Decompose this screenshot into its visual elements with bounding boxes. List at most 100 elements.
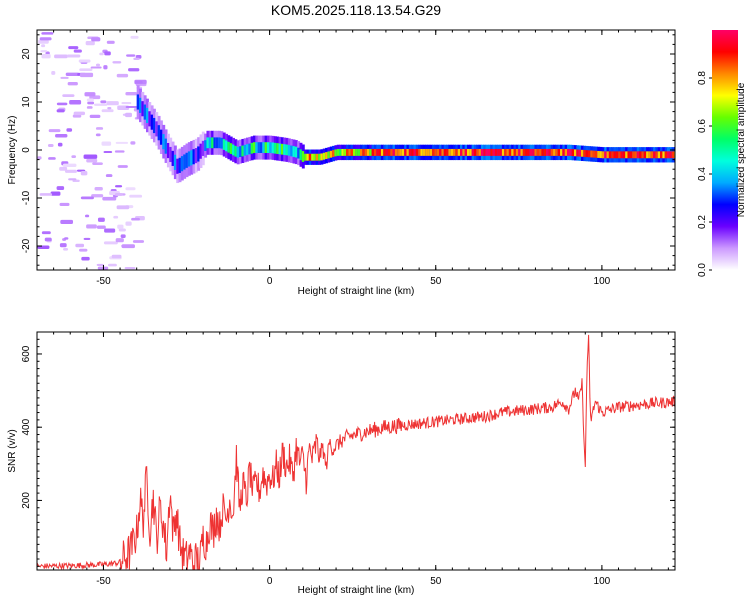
ridge-core bbox=[199, 143, 203, 159]
ridge-core bbox=[145, 107, 149, 123]
noise-blob bbox=[114, 150, 125, 153]
spectrogram-x-label: Height of straight line (km) bbox=[298, 286, 415, 297]
noise-blob bbox=[96, 225, 106, 229]
ridge-core bbox=[425, 148, 429, 156]
ridge-core bbox=[315, 153, 319, 161]
y-tick-label: 20 bbox=[21, 48, 32, 60]
ridge-core bbox=[311, 153, 315, 161]
noise-blob bbox=[59, 166, 68, 171]
ridge-core bbox=[643, 151, 647, 159]
ridge-core bbox=[383, 148, 387, 156]
ridge-core bbox=[262, 142, 266, 153]
noise-blob bbox=[50, 191, 61, 196]
y-tick-label: -10 bbox=[21, 190, 32, 205]
ridge-core bbox=[436, 148, 440, 156]
ridge-core bbox=[380, 148, 384, 156]
ridge-core bbox=[236, 146, 240, 158]
ridge-core bbox=[464, 148, 468, 156]
noise-blob bbox=[83, 154, 98, 159]
ridge-core bbox=[462, 148, 466, 156]
ridge-core bbox=[250, 142, 254, 154]
ridge-core bbox=[504, 148, 508, 156]
ridge-core bbox=[525, 148, 529, 156]
ridge-core bbox=[171, 150, 175, 166]
ridge-core bbox=[283, 144, 287, 155]
noise-blob bbox=[101, 109, 114, 113]
noise-blob bbox=[129, 194, 143, 198]
ridge-core bbox=[557, 148, 561, 156]
noise-blob bbox=[103, 65, 108, 70]
noise-blob bbox=[79, 248, 88, 252]
noise-blob bbox=[78, 59, 91, 63]
ridge-core bbox=[162, 134, 166, 150]
ridge-core bbox=[618, 151, 622, 159]
noise-blob bbox=[73, 49, 82, 53]
ridge-core bbox=[611, 151, 615, 159]
noise-blob bbox=[89, 114, 101, 118]
noise-blob bbox=[101, 141, 112, 146]
ridge-core bbox=[434, 148, 438, 156]
noise-blob bbox=[116, 205, 130, 210]
noise-blob bbox=[135, 55, 142, 59]
noise-blob bbox=[108, 263, 117, 267]
ridge-core bbox=[169, 146, 173, 163]
x-tick-label: 0 bbox=[267, 276, 273, 287]
colorbar-tick-label: 0.2 bbox=[697, 215, 708, 229]
ridge-core bbox=[343, 148, 347, 156]
noise-blob bbox=[39, 193, 53, 196]
noise-blob bbox=[106, 40, 115, 44]
ridge-core bbox=[627, 151, 631, 159]
ridge-core bbox=[190, 150, 194, 166]
ridge-core bbox=[518, 148, 522, 156]
ridge-core bbox=[392, 148, 396, 156]
ridge-core bbox=[562, 148, 566, 156]
ridge-core bbox=[213, 137, 217, 149]
noise-blob bbox=[79, 68, 93, 71]
ridge-core bbox=[336, 148, 340, 156]
ridge-core bbox=[601, 151, 605, 159]
noise-blob bbox=[118, 228, 126, 232]
ridge-core bbox=[234, 145, 238, 157]
noise-blob bbox=[85, 40, 95, 46]
ridge-core bbox=[204, 140, 208, 151]
ridge-core bbox=[487, 148, 491, 156]
noise-blob bbox=[94, 103, 108, 106]
noise-blob bbox=[125, 187, 136, 191]
spectrogram-noise bbox=[37, 32, 147, 270]
noise-blob bbox=[103, 241, 118, 245]
noise-blob bbox=[91, 194, 104, 198]
noise-blob bbox=[48, 157, 56, 160]
ridge-core bbox=[353, 148, 356, 156]
ridge-core bbox=[450, 148, 454, 156]
noise-blob bbox=[81, 256, 90, 261]
ridge-core bbox=[180, 156, 184, 172]
noise-blob bbox=[128, 68, 140, 72]
ridge-core bbox=[304, 153, 308, 161]
ridge-core bbox=[341, 148, 345, 156]
ridge-core bbox=[587, 150, 591, 158]
ridge-core bbox=[550, 148, 554, 156]
noise-blob bbox=[121, 101, 132, 105]
y-tick-label: 0 bbox=[21, 147, 32, 153]
ridge-core bbox=[359, 148, 363, 156]
ridge-core bbox=[460, 148, 463, 156]
ridge-core bbox=[411, 148, 415, 156]
ridge-core bbox=[327, 151, 331, 159]
ridge-core bbox=[494, 148, 498, 156]
ridge-core bbox=[211, 137, 215, 149]
spectrogram-x-ticks: -50 0 50 100 bbox=[36, 30, 669, 287]
noise-blob bbox=[95, 63, 101, 67]
ridge-core bbox=[197, 146, 201, 162]
ridge-core bbox=[266, 142, 270, 153]
ridge-core bbox=[166, 143, 170, 159]
noise-blob bbox=[41, 231, 51, 235]
ridge-core bbox=[164, 138, 168, 154]
ridge-core bbox=[241, 145, 245, 157]
colorbar-ticks: 0.0 0.2 0.4 0.6 0.8 bbox=[697, 71, 712, 277]
ridge-core bbox=[448, 148, 452, 156]
noise-blob bbox=[57, 142, 63, 147]
ridge-core bbox=[378, 148, 382, 156]
noise-blob bbox=[64, 237, 69, 240]
noise-blob bbox=[69, 99, 82, 105]
